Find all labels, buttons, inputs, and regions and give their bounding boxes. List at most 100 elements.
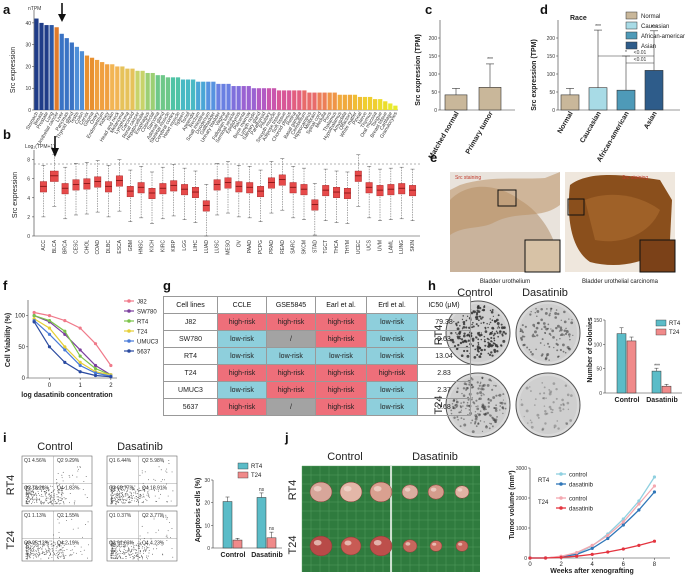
panel-h-colony xyxy=(479,410,482,412)
panel-h-colony xyxy=(487,352,490,355)
panel-h-colony xyxy=(481,376,484,379)
panel-i-event xyxy=(56,479,58,481)
panel-h-colony xyxy=(540,318,543,322)
panel-c-bar xyxy=(444,94,468,111)
table-cell: / xyxy=(266,398,316,416)
panel-i-event xyxy=(39,486,41,488)
panel-i-event xyxy=(54,496,55,498)
panel-i-event xyxy=(70,554,72,556)
panel-i-event xyxy=(49,540,51,542)
panel-i-event xyxy=(147,546,148,548)
panel-i-event xyxy=(110,486,112,488)
panel-i-event xyxy=(115,547,117,549)
panel-i-event xyxy=(87,521,89,523)
panel-a-xtick: Skin xyxy=(106,111,116,123)
panel-b-box xyxy=(39,181,47,193)
panel-f-point xyxy=(109,375,113,379)
panel-i-event xyxy=(66,520,67,521)
panel-i-event xyxy=(120,557,121,559)
panel-i-event xyxy=(110,556,112,558)
panel-i-event xyxy=(31,553,33,555)
panel-h-colony xyxy=(537,321,540,325)
panel-f-xtick: 1 xyxy=(79,383,83,389)
panel-h-colony xyxy=(483,348,486,351)
panel-h-colony xyxy=(519,328,522,330)
panel-i-event xyxy=(145,549,147,551)
panel-h-colony xyxy=(534,398,537,401)
panel-j-tumor xyxy=(454,485,470,499)
table-cell: high-risk xyxy=(217,313,267,331)
panel-i-event xyxy=(121,552,123,554)
panel-i-event xyxy=(39,494,41,496)
panel-i-event xyxy=(53,493,55,495)
panel-i-event xyxy=(132,497,133,499)
panel-h-colony xyxy=(482,308,486,312)
panel-i-event xyxy=(37,547,39,549)
panel-i-event xyxy=(111,497,113,499)
panel-i-event xyxy=(36,498,38,500)
panel-i-event xyxy=(57,557,59,559)
panel-i-event xyxy=(120,556,122,558)
panel-i-event xyxy=(165,536,167,538)
panel-h-colony xyxy=(529,386,531,388)
panel-h-colony xyxy=(550,310,552,312)
panel-i-event xyxy=(26,557,28,559)
panel-h-colony xyxy=(495,404,498,407)
panel-i-event xyxy=(38,493,40,494)
panel-b-xtick: PCPG xyxy=(258,240,264,254)
panel-b-ytick: 8 xyxy=(27,158,30,164)
panel-h-colony xyxy=(536,310,540,313)
panel-i-event xyxy=(112,544,113,546)
panel-i-event xyxy=(38,554,40,556)
panel-h-ytick: 100 xyxy=(594,342,603,348)
panel-i-event xyxy=(32,491,34,493)
panel-i-event xyxy=(61,498,63,500)
panel-i-event xyxy=(35,553,37,555)
panel-i-event xyxy=(51,503,53,505)
panel-i-event xyxy=(123,495,125,497)
panel-h-colony xyxy=(555,309,558,311)
panel-a-ytick: 0 xyxy=(28,108,31,114)
panel-i-event xyxy=(37,546,39,548)
panel-h-colony xyxy=(483,413,487,416)
panel-i-event xyxy=(123,502,125,504)
panel-a-bar xyxy=(236,86,241,110)
table-header-cell: Cell lines xyxy=(163,296,218,314)
panel-i-event xyxy=(26,550,28,552)
panel-i-event xyxy=(115,495,117,497)
panel-b-xtick: BLCA xyxy=(52,239,58,253)
panel-i-event xyxy=(25,542,27,543)
panel-i-event xyxy=(119,550,121,551)
panel-i-event xyxy=(111,497,113,499)
panel-b-xtick: CESC xyxy=(74,240,80,254)
panel-h-colony xyxy=(483,393,485,396)
panel-a-ytick: 10 xyxy=(25,86,31,92)
panel-i-event xyxy=(166,539,168,541)
panel-i-event xyxy=(51,550,53,552)
panel-i-event xyxy=(59,548,61,550)
panel-h-colony xyxy=(483,405,487,409)
panel-i-event xyxy=(122,551,124,553)
panel-a-bar xyxy=(251,88,256,110)
panel-a-bar xyxy=(261,88,267,110)
panel-i-event xyxy=(73,502,75,504)
panel-i-event xyxy=(42,545,44,547)
panel-i-event xyxy=(141,502,143,504)
panel-f-point xyxy=(63,360,67,364)
panel-i-event xyxy=(130,542,132,544)
panel-i-event xyxy=(119,495,121,497)
panel-h-colony xyxy=(497,314,500,317)
panel-a-bar xyxy=(241,86,246,110)
panel-i-event xyxy=(169,522,171,524)
panel-d-bar-chart: Race Src expression (TPM) 050100150200No… xyxy=(531,11,685,164)
panel-b-xtick: THYM xyxy=(345,240,351,254)
panel-i-event xyxy=(119,496,121,498)
panel-i-event xyxy=(31,543,33,545)
table-header-cell: Ertl et al. xyxy=(366,296,418,314)
panel-i-event xyxy=(28,488,30,489)
panel-i-event xyxy=(58,544,60,546)
panel-i-event xyxy=(65,515,67,517)
panel-i-event xyxy=(62,542,64,544)
